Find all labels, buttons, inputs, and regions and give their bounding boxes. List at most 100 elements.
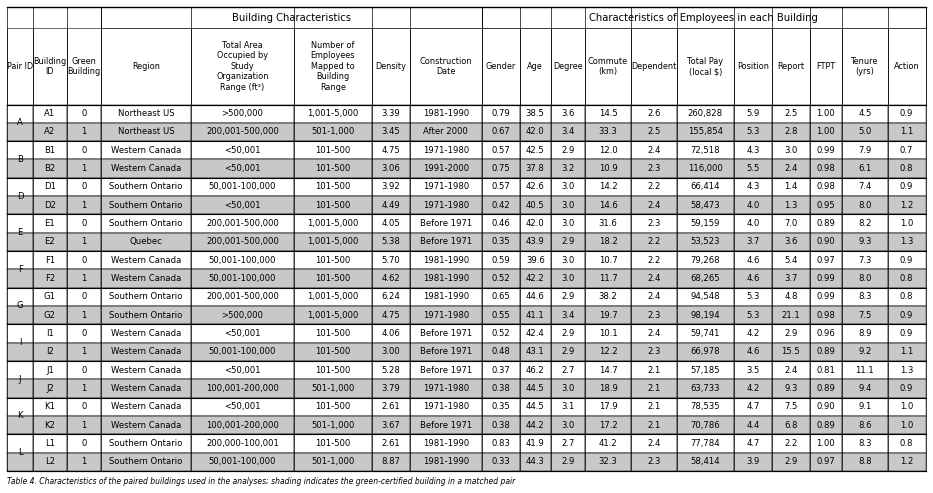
Text: 3.0: 3.0 xyxy=(562,274,575,283)
Text: 1,001-5,000: 1,001-5,000 xyxy=(307,237,358,246)
Text: 0.9: 0.9 xyxy=(900,109,913,118)
Bar xyxy=(372,288,410,306)
Text: <50,001: <50,001 xyxy=(224,164,260,173)
Bar xyxy=(887,178,926,196)
Bar xyxy=(887,434,926,453)
Text: 0.65: 0.65 xyxy=(492,292,510,301)
Bar xyxy=(372,379,410,397)
Bar xyxy=(520,361,550,379)
Bar xyxy=(810,361,842,379)
Bar xyxy=(7,453,33,471)
Text: 0.9: 0.9 xyxy=(900,256,913,265)
Bar xyxy=(372,214,410,233)
Bar xyxy=(676,324,734,343)
Bar xyxy=(482,251,520,269)
Text: J2: J2 xyxy=(46,384,54,393)
Bar xyxy=(294,141,372,159)
Bar xyxy=(294,178,372,196)
Text: 41.1: 41.1 xyxy=(526,311,545,319)
Bar xyxy=(67,453,102,471)
Text: <50,001: <50,001 xyxy=(224,366,260,375)
Bar xyxy=(482,105,520,123)
Bar xyxy=(887,361,926,379)
Bar xyxy=(550,141,585,159)
Bar xyxy=(810,196,842,214)
Bar xyxy=(294,434,372,453)
Text: D: D xyxy=(17,192,23,201)
Bar xyxy=(372,397,410,416)
Bar xyxy=(676,196,734,214)
Bar xyxy=(887,453,926,471)
Text: 4.62: 4.62 xyxy=(382,274,400,283)
Bar xyxy=(550,288,585,306)
Text: Region: Region xyxy=(132,62,160,71)
Text: 3.0: 3.0 xyxy=(562,256,575,265)
Text: 7.9: 7.9 xyxy=(858,146,871,155)
Text: Western Canada: Western Canada xyxy=(111,347,181,356)
Bar xyxy=(631,397,676,416)
Bar xyxy=(810,159,842,178)
Text: Before 1971: Before 1971 xyxy=(420,329,472,338)
Bar xyxy=(482,159,520,178)
Bar xyxy=(520,28,550,105)
Bar xyxy=(842,379,887,397)
Bar xyxy=(33,306,67,324)
Bar xyxy=(842,214,887,233)
Text: Western Canada: Western Canada xyxy=(111,421,181,429)
Bar xyxy=(676,159,734,178)
Bar xyxy=(585,397,631,416)
Text: 1: 1 xyxy=(81,201,87,210)
Bar xyxy=(191,269,294,288)
Bar xyxy=(520,379,550,397)
Bar xyxy=(372,233,410,251)
Bar xyxy=(887,416,926,434)
Bar xyxy=(842,416,887,434)
Text: Before 1971: Before 1971 xyxy=(420,237,472,246)
Text: 15.5: 15.5 xyxy=(782,347,801,356)
Text: 0.99: 0.99 xyxy=(816,274,835,283)
Bar xyxy=(676,105,734,123)
Text: 2.1: 2.1 xyxy=(648,366,661,375)
Bar xyxy=(631,233,676,251)
Bar xyxy=(676,288,734,306)
Text: 1.0: 1.0 xyxy=(900,402,913,411)
Bar xyxy=(676,141,734,159)
Text: 4.75: 4.75 xyxy=(382,146,400,155)
Bar xyxy=(585,324,631,343)
Bar xyxy=(887,324,926,343)
Text: 7.5: 7.5 xyxy=(858,311,871,319)
Bar xyxy=(102,288,191,306)
Bar xyxy=(676,306,734,324)
Bar xyxy=(772,434,810,453)
Text: Report: Report xyxy=(777,62,804,71)
Text: 0: 0 xyxy=(81,439,87,448)
Text: 17.2: 17.2 xyxy=(599,421,618,429)
Bar xyxy=(294,397,372,416)
Bar xyxy=(520,269,550,288)
Text: 0.79: 0.79 xyxy=(492,109,510,118)
Text: 2.4: 2.4 xyxy=(648,439,661,448)
Text: 2.1: 2.1 xyxy=(648,402,661,411)
Bar xyxy=(33,379,67,397)
Bar xyxy=(772,141,810,159)
Text: 7.5: 7.5 xyxy=(784,402,798,411)
Bar xyxy=(372,196,410,214)
Text: 2.5: 2.5 xyxy=(784,109,798,118)
Text: E2: E2 xyxy=(45,237,55,246)
Text: 1971-1980: 1971-1980 xyxy=(423,311,469,319)
Text: 1,001-5,000: 1,001-5,000 xyxy=(307,109,358,118)
Bar xyxy=(294,214,372,233)
Bar xyxy=(410,397,482,416)
Bar xyxy=(520,159,550,178)
Bar xyxy=(410,159,482,178)
Text: 42.2: 42.2 xyxy=(526,274,545,283)
Text: 37.8: 37.8 xyxy=(526,164,545,173)
Bar xyxy=(33,361,67,379)
Bar xyxy=(842,28,887,105)
Text: J1: J1 xyxy=(46,366,54,375)
Text: 0.8: 0.8 xyxy=(899,164,913,173)
Text: 0.83: 0.83 xyxy=(492,439,510,448)
Bar xyxy=(550,343,585,361)
Bar xyxy=(7,214,33,233)
Bar xyxy=(191,159,294,178)
